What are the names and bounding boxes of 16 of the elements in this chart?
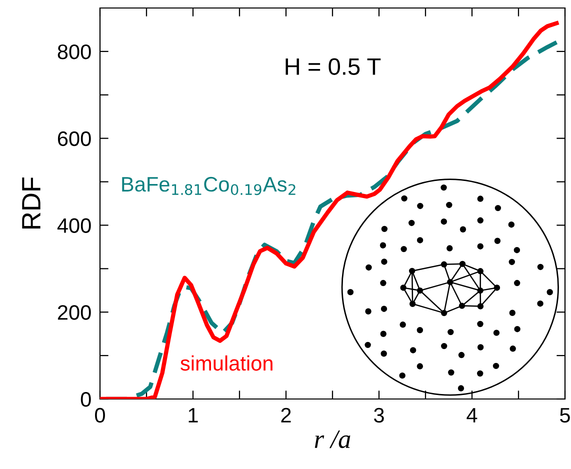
x-tick-label: 5 <box>560 408 570 423</box>
y-axis-title: RDF <box>22 177 40 228</box>
y-tick-label: 200 <box>58 305 91 320</box>
y-tick-label: 0 <box>80 392 91 407</box>
x-axis-title: r /a <box>314 430 350 448</box>
x-tick-label: 2 <box>281 408 291 422</box>
x-tick-label: 4 <box>466 408 478 422</box>
y-tick-label: 800 <box>58 44 91 60</box>
x-tick-label: 3 <box>374 408 384 423</box>
x-tick-label: 0 <box>95 408 105 423</box>
series-label: BaFe$_{1.81}$Co$_{0.19}$As$_{2}$ <box>122 176 296 196</box>
annotation: H = 0.5 T <box>286 58 381 75</box>
y-tick-label: 600 <box>58 131 91 146</box>
series-label: simulation <box>180 355 272 371</box>
y-tick-label: 400 <box>57 218 91 233</box>
x-tick-label: 1 <box>188 408 198 422</box>
